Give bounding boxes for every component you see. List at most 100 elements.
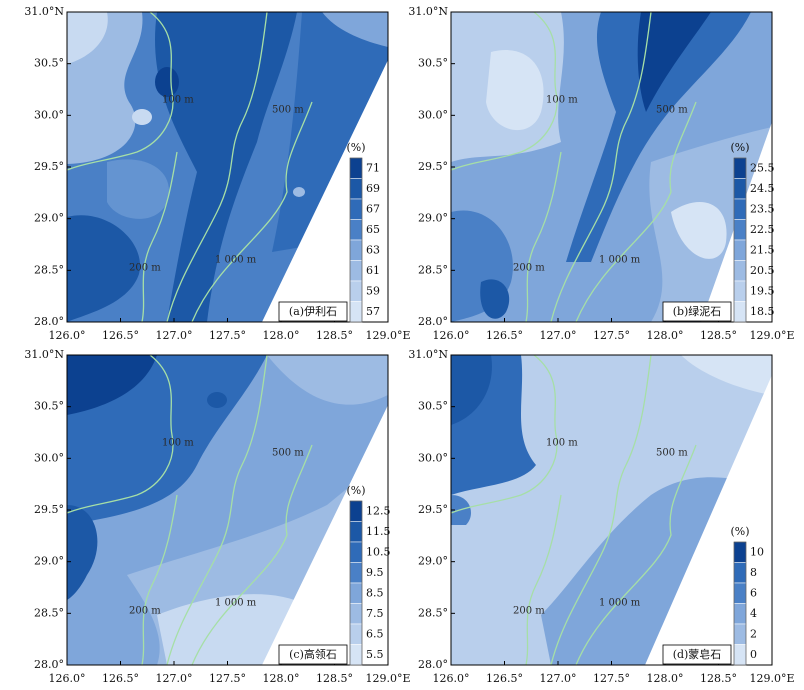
y-tick-label: 28.0° bbox=[34, 658, 64, 671]
isobath-label: 500 m bbox=[656, 448, 688, 459]
legend-swatch bbox=[733, 198, 747, 220]
x-tick-label: 129.0°E bbox=[749, 329, 794, 342]
isobath-label: 500 m bbox=[272, 105, 304, 116]
legend-swatch bbox=[733, 239, 747, 261]
x-tick-label: 129.0°E bbox=[365, 672, 410, 685]
legend-tick-label: 22.5 bbox=[750, 223, 775, 236]
x-tick-label: 128.5° bbox=[316, 329, 353, 342]
legend-swatch bbox=[349, 582, 363, 604]
y-tick-label: 28.5° bbox=[34, 263, 64, 276]
panel-label-box bbox=[278, 644, 348, 665]
y-tick-label: 30.5° bbox=[34, 400, 64, 413]
legend-swatch bbox=[349, 178, 363, 200]
x-tick-label: 127.0° bbox=[156, 672, 193, 685]
legend-tick-label: 24.5 bbox=[750, 182, 775, 195]
x-tick-label: 127.5° bbox=[593, 672, 630, 685]
legend-tick-label: 59 bbox=[366, 284, 380, 297]
y-tick-label: 28.0° bbox=[418, 315, 448, 328]
y-tick-label: 30.0° bbox=[34, 451, 64, 464]
y-tick-label: 29.5° bbox=[418, 503, 448, 516]
legend-swatch bbox=[349, 500, 363, 522]
legend-frame bbox=[733, 157, 747, 323]
legend-swatch bbox=[349, 644, 363, 666]
legend-unit: (%) bbox=[346, 141, 365, 154]
isobath-label: 100 m bbox=[162, 438, 194, 449]
x-tick-label: 126.0° bbox=[433, 672, 470, 685]
legend-swatch bbox=[733, 260, 747, 282]
isobath-label: 200 m bbox=[129, 263, 161, 274]
y-tick-label: 30.0° bbox=[418, 451, 448, 464]
legend-swatch bbox=[733, 603, 747, 625]
isobath-label: 200 m bbox=[513, 606, 545, 617]
y-tick-label: 30.0° bbox=[418, 108, 448, 121]
legend-tick-label: 20.5 bbox=[750, 264, 775, 277]
legend-tick-label: 69 bbox=[366, 182, 380, 195]
y-tick-label: 31.0°N bbox=[408, 348, 448, 361]
panel-label-box bbox=[662, 644, 732, 665]
y-tick-label: 31.0°N bbox=[24, 348, 64, 361]
legend-tick-label: 57 bbox=[366, 305, 380, 318]
x-tick-label: 127.5° bbox=[593, 329, 630, 342]
legend-swatch bbox=[349, 603, 363, 625]
y-tick-label: 29.0° bbox=[418, 555, 448, 568]
legend-tick-label: 6 bbox=[750, 586, 757, 599]
legend-swatch bbox=[349, 562, 363, 584]
legend-swatch bbox=[349, 198, 363, 220]
y-tick-label: 29.5° bbox=[418, 160, 448, 173]
legend-tick-label: 12.5 bbox=[366, 504, 391, 517]
x-tick-label: 129.0°E bbox=[365, 329, 410, 342]
x-tick-label: 127.5° bbox=[209, 672, 246, 685]
legend-tick-label: 4 bbox=[750, 607, 757, 620]
legend-swatch bbox=[349, 280, 363, 302]
panel-label-box bbox=[278, 301, 348, 322]
y-tick-label: 28.5° bbox=[34, 606, 64, 619]
legend-swatch bbox=[733, 301, 747, 323]
legend-tick-label: 21.5 bbox=[750, 243, 775, 256]
y-tick-label: 28.0° bbox=[34, 315, 64, 328]
y-tick-label: 28.5° bbox=[418, 606, 448, 619]
legend-frame bbox=[349, 500, 363, 666]
x-tick-label: 127.0° bbox=[540, 672, 577, 685]
y-tick-label: 30.0° bbox=[34, 108, 64, 121]
legend-tick-label: 6.5 bbox=[366, 627, 384, 640]
legend-swatch bbox=[733, 219, 747, 241]
legend-tick-label: 61 bbox=[366, 264, 380, 277]
y-tick-label: 31.0°N bbox=[24, 5, 64, 18]
x-tick-label: 126.0° bbox=[49, 672, 86, 685]
y-tick-label: 29.0° bbox=[34, 555, 64, 568]
legend-tick-label: 8.5 bbox=[366, 586, 384, 599]
legend-unit: (%) bbox=[730, 525, 749, 538]
legend-swatch bbox=[349, 301, 363, 323]
x-tick-label: 126.0° bbox=[49, 329, 86, 342]
x-tick-label: 127.0° bbox=[156, 329, 193, 342]
legend-tick-label: 63 bbox=[366, 243, 380, 256]
x-tick-label: 126.5° bbox=[102, 329, 139, 342]
legend-swatch bbox=[733, 280, 747, 302]
legend-unit: (%) bbox=[730, 141, 749, 154]
legend-frame bbox=[349, 157, 363, 323]
panel-overlay: 126.0° 126.5° 127.0° 127.5° 128.0° 128.5° 129.… bbox=[408, 5, 794, 342]
legend-tick-label: 19.5 bbox=[750, 284, 775, 297]
y-tick-label: 30.5° bbox=[34, 57, 64, 70]
legend-tick-label: 0 bbox=[750, 648, 757, 661]
panel-d bbox=[450, 354, 773, 666]
isobath-label: 100 m bbox=[546, 438, 578, 449]
legend-tick-label: 5.5 bbox=[366, 648, 384, 661]
x-tick-label: 127.0° bbox=[540, 329, 577, 342]
legend-swatch bbox=[733, 623, 747, 645]
x-tick-label: 126.0° bbox=[433, 329, 470, 342]
y-tick-label: 31.0°N bbox=[408, 5, 448, 18]
isobath-label: 100 m bbox=[546, 95, 578, 106]
panel-label: (d)蒙皂石 bbox=[673, 647, 722, 661]
legend-swatch bbox=[733, 562, 747, 584]
legend-tick-label: 8 bbox=[750, 566, 757, 579]
legend-swatch bbox=[733, 178, 747, 200]
legend-tick-label: 10.5 bbox=[366, 545, 391, 558]
panel-a bbox=[66, 11, 389, 323]
panel-c bbox=[66, 354, 389, 666]
x-tick-label: 128.0° bbox=[263, 672, 300, 685]
x-tick-label: 126.5° bbox=[486, 329, 523, 342]
x-tick-label: 127.5° bbox=[209, 329, 246, 342]
legend-tick-label: 25.5 bbox=[750, 161, 775, 174]
x-tick-label: 128.5° bbox=[700, 672, 737, 685]
